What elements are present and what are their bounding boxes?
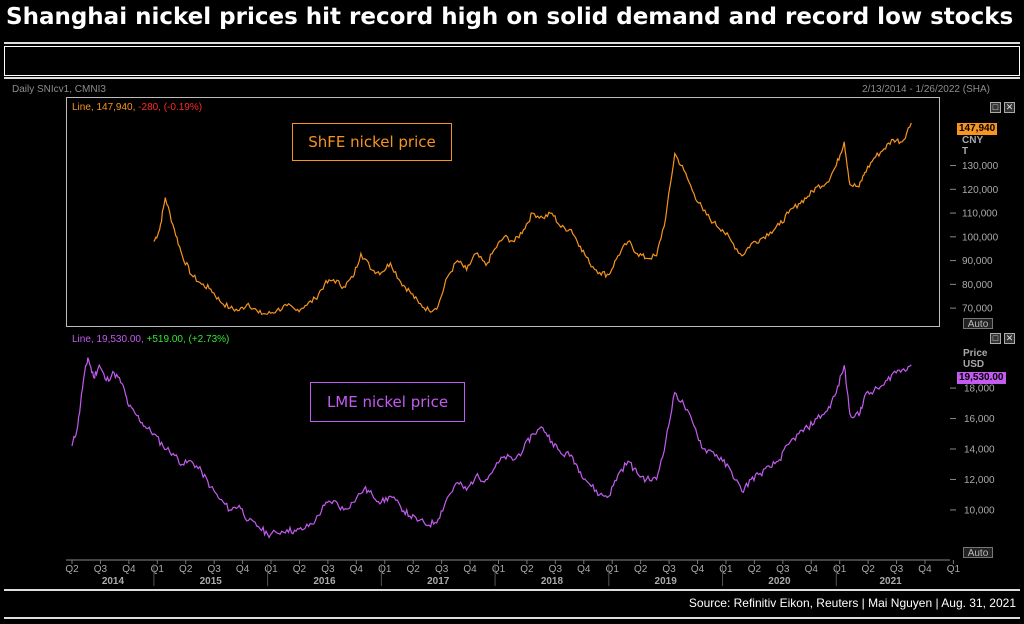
lme-ytick-label: 12,000	[964, 475, 995, 486]
lme-unit-currency: USD	[963, 359, 985, 370]
page-title: Shanghai nickel prices hit record high o…	[6, 4, 1014, 30]
footer-divider-top	[4, 589, 1020, 591]
quarter-label: Q3	[662, 564, 676, 575]
lme-line-legend: Line, 19,530.00, +519.00, (+2.73%)	[72, 334, 229, 345]
quarter-label: Q1	[151, 564, 165, 575]
footer-divider-bottom	[4, 617, 1020, 619]
quarter-label: Q3	[549, 564, 563, 575]
shfe-line-change: -280,	[138, 102, 161, 113]
shfe-chart-label: ShFE nickel price	[292, 123, 452, 161]
year-label: 2019	[655, 576, 678, 587]
lme-ytick-label: 18,000	[964, 384, 995, 395]
quarter-label: Q1	[606, 564, 620, 575]
quarter-label: Q1	[492, 564, 506, 575]
shfe-last-price-tag: 147,940	[957, 123, 998, 135]
shfe-ytick-label: 100,000	[962, 232, 999, 243]
lme-ytick-label: 14,000	[964, 445, 995, 456]
quarter-label: Q3	[890, 564, 904, 575]
shfe-line-change-pct: (-0.19%)	[163, 102, 203, 113]
quarter-label: Q4	[236, 564, 250, 575]
header-divider	[4, 77, 1020, 79]
lme-line-change: +519.00,	[146, 334, 186, 345]
quarter-label: Q3	[321, 564, 335, 575]
quarter-label: Q4	[350, 564, 364, 575]
quarter-label: Q2	[293, 564, 307, 575]
year-label: 2020	[768, 576, 791, 587]
quarter-label: Q1	[378, 564, 392, 575]
quarter-label: Q2	[634, 564, 648, 575]
lme-line-value: Line, 19,530.00,	[72, 334, 144, 345]
quarter-label: Q4	[691, 564, 705, 575]
quarter-label: Q1	[833, 564, 847, 575]
quarter-label: Q3	[776, 564, 790, 575]
lme-auto-scale-button[interactable]: Auto	[963, 547, 993, 559]
quarter-label: Q2	[65, 564, 79, 575]
quarter-label: Q1	[719, 564, 733, 575]
quarter-label: Q2	[520, 564, 534, 575]
shfe-restore-button[interactable]: □	[990, 102, 1001, 113]
year-label: 2018	[541, 576, 564, 587]
quarter-label: Q4	[122, 564, 136, 575]
quarter-label: Q3	[435, 564, 449, 575]
shfe-auto-scale-button[interactable]: Auto	[963, 318, 993, 330]
year-label: 2017	[427, 576, 450, 587]
lme-last-price-tag: 19,530.00	[957, 372, 1006, 384]
lme-unit-price: Price	[963, 348, 988, 359]
shfe-line-legend: Line, 147,940, -280, (-0.19%)	[72, 102, 202, 113]
shfe-ytick-label: 70,000	[962, 304, 993, 315]
date-range-header: 2/13/2014 - 1/26/2022 (SHA)	[862, 84, 990, 95]
lme-chart-label: LME nickel price	[310, 382, 465, 422]
instrument-header: Daily SNIcv1, CMNI3	[12, 84, 106, 95]
shfe-line-value: Line, 147,940,	[72, 102, 136, 113]
title-divider	[4, 42, 1020, 44]
shfe-price-line	[153, 122, 912, 316]
shfe-unit-currency: CNY	[962, 135, 984, 146]
quarter-label: Q4	[463, 564, 477, 575]
year-label: 2015	[200, 576, 223, 587]
quarter-label: Q2	[407, 564, 421, 575]
year-label: 2016	[313, 576, 336, 587]
shfe-ytick-label: 120,000	[962, 185, 999, 196]
lme-restore-button[interactable]: □	[990, 333, 1001, 344]
empty-banner-box	[4, 46, 1020, 76]
lme-close-button[interactable]: ✕	[1004, 333, 1015, 344]
shfe-ytick-label: 80,000	[962, 280, 993, 291]
quarter-label: Q4	[805, 564, 819, 575]
quarter-label: Q2	[179, 564, 193, 575]
quarter-label: Q1	[264, 564, 278, 575]
quarter-label: Q3	[207, 564, 221, 575]
year-label: 2021	[880, 576, 903, 587]
year-label: 2014	[102, 576, 125, 587]
quarter-label: Q4	[577, 564, 591, 575]
quarter-label: Q2	[748, 564, 762, 575]
lme-unit-label: Price USD	[963, 348, 987, 370]
quarter-label: Q2	[861, 564, 875, 575]
shfe-unit-weight: T	[962, 146, 969, 157]
quarter-label: Q1	[947, 564, 961, 575]
lme-ytick-label: 16,000	[964, 414, 995, 425]
lme-price-line	[71, 357, 912, 539]
quarter-label: Q4	[918, 564, 932, 575]
source-credit: Source: Refinitiv Eikon, Reuters | Mai N…	[688, 596, 1016, 610]
shfe-panel-frame	[66, 97, 940, 327]
shfe-unit-label: CNY T	[962, 135, 983, 157]
shfe-ytick-label: 110,000	[962, 209, 998, 220]
shfe-ytick-label: 90,000	[962, 256, 993, 267]
lme-ytick-label: 10,000	[964, 505, 995, 516]
shfe-ytick-label: 130,000	[962, 161, 999, 172]
shfe-close-button[interactable]: ✕	[1004, 102, 1015, 113]
lme-line-change-pct: (+2.73%)	[188, 334, 230, 345]
quarter-label: Q3	[94, 564, 108, 575]
